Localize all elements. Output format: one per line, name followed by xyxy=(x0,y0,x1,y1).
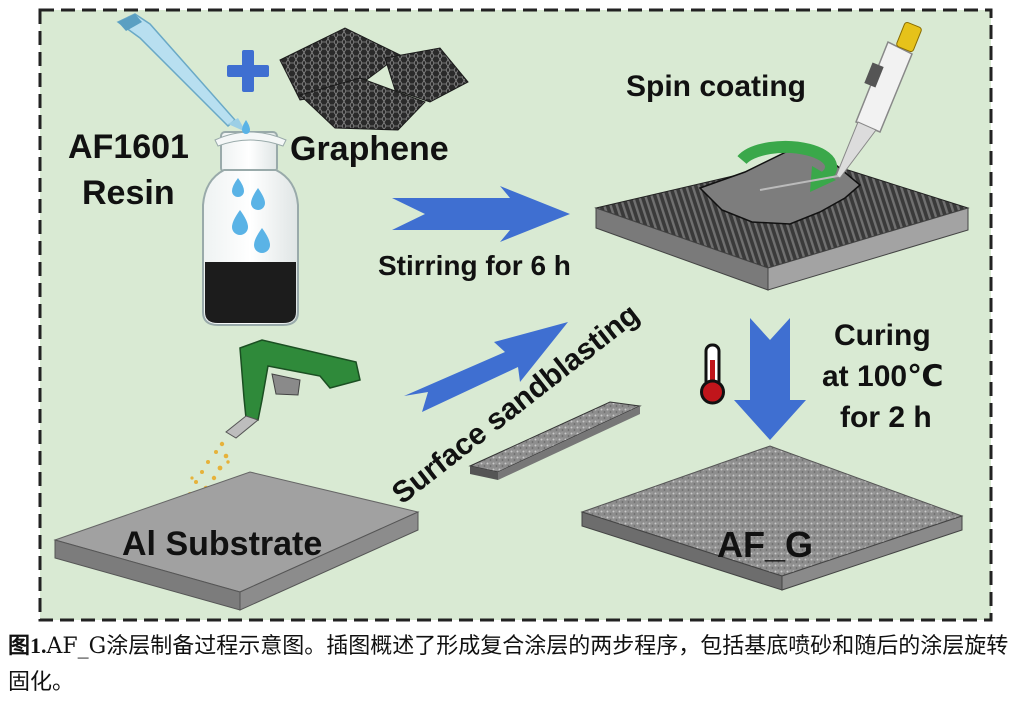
spin-coating-label: Spin coating xyxy=(626,70,806,103)
af-g-plate xyxy=(580,445,964,591)
graphene-label: Graphene xyxy=(290,130,449,168)
thermometer-icon xyxy=(700,343,725,405)
curing-arrow xyxy=(734,318,806,440)
figure-caption: 图1.AF_G涂层制备过程示意图。插图概述了形成复合涂层的两步程序，包括基底喷砂… xyxy=(8,628,1026,701)
curing-label-line1: Curing xyxy=(834,319,931,352)
stirring-label: Stirring for 6 h xyxy=(378,250,571,281)
bottle-icon xyxy=(202,120,299,326)
al-substrate-plate xyxy=(53,471,420,611)
sandblasting-arrow xyxy=(404,322,568,412)
caption-text: AF_G涂层制备过程示意图。插图概述了形成复合涂层的两步程序，包括基底喷砂和随后… xyxy=(8,634,1009,695)
resin-label-line1: AF1601 xyxy=(68,128,189,166)
pipette-icon xyxy=(116,13,246,132)
curing-label-line3: for 2 h xyxy=(840,401,932,434)
graphene-flake-icon xyxy=(279,27,469,131)
plus-icon xyxy=(227,50,269,92)
sandblasted-plate xyxy=(468,401,642,480)
process-arrows xyxy=(392,186,806,440)
product-label: AF_G xyxy=(717,524,813,565)
curing-label-line2: at 100℃ xyxy=(822,360,943,393)
resin-label-line2: Resin xyxy=(82,174,175,212)
stirring-arrow xyxy=(392,186,570,242)
caption-label: 图1. xyxy=(8,633,47,658)
micropipette-icon xyxy=(759,21,922,191)
substrate-label: Al Substrate xyxy=(122,525,322,563)
sandblaster-gun-icon xyxy=(181,339,361,507)
